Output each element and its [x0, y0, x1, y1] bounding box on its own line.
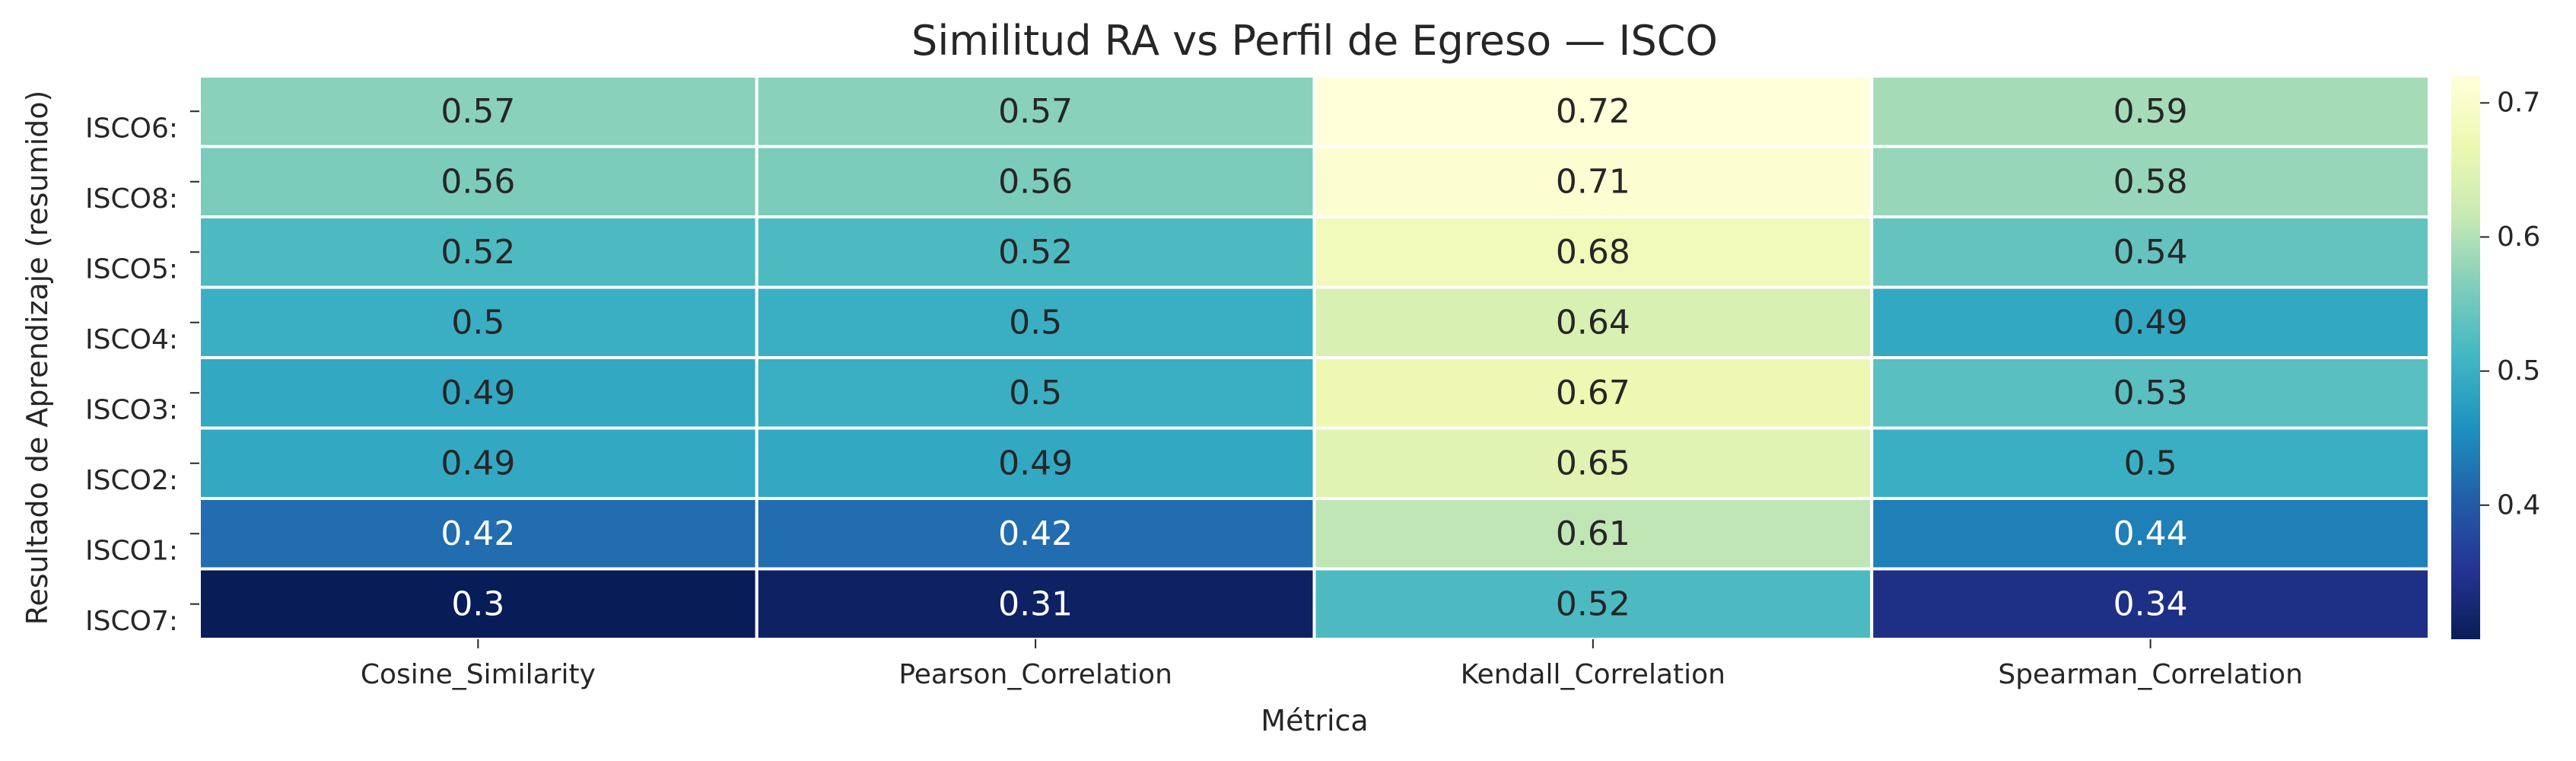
heatmap-cell: [198, 497, 758, 571]
heatmap-cell: [198, 75, 758, 148]
cell-value-label: 0.56: [440, 162, 515, 201]
heatmap-cell: [1870, 426, 2431, 500]
cell-value-label: 0.5: [1009, 303, 1062, 342]
cell-value-label: 0.53: [2113, 374, 2188, 412]
cell-value-label: 0.52: [998, 233, 1073, 272]
cell-value-label: 0.65: [1556, 444, 1630, 482]
y-axis-title: Resultado de Aprendizaje (resumido): [21, 91, 54, 626]
colorbar-gradient: [2451, 76, 2480, 639]
cell-value-label: 0.64: [1556, 303, 1630, 342]
heatmap-cell: [1870, 567, 2431, 641]
y-axis-ticks: ISCO6: ISCO8: ISCO5: ISCO4: ISCO3: ISCO2: ISCO…: [85, 110, 199, 637]
y-tick-label: ISCO5:: [85, 253, 178, 285]
cell-value-label: 0.5: [2124, 444, 2177, 482]
x-tick-label: Kendall_Correlation: [1461, 659, 1725, 690]
cell-value-label: 0.67: [1556, 374, 1630, 412]
cell-value-label: 0.44: [2113, 514, 2188, 553]
cell-value-label: 0.5: [1009, 374, 1062, 412]
cell-value-label: 0.52: [1556, 584, 1630, 623]
x-tick-label: Pearson_Correlation: [898, 659, 1172, 690]
heatmap-cell: [755, 215, 1316, 289]
colorbar-tick-label: 0.4: [2497, 489, 2540, 521]
chart-title: Similitud RA vs Perfil de Egreso — ISCO: [911, 17, 1718, 65]
heatmap-cell: [198, 356, 758, 430]
cell-value-label: 0.58: [2113, 162, 2188, 201]
colorbar-tick-label: 0.7: [2497, 88, 2540, 119]
heatmap-cell: [1870, 285, 2431, 359]
y-tick-label: ISCO8:: [85, 183, 178, 215]
heatmap-cell: [1312, 567, 1874, 641]
y-tick-label: ISCO1:: [85, 535, 178, 566]
cell-value-label: 0.56: [998, 162, 1073, 201]
heatmap-cell: [755, 75, 1316, 148]
cell-value-label: 0.31: [998, 584, 1073, 623]
x-axis-title: Métrica: [1261, 704, 1368, 737]
y-tick-label: ISCO2:: [85, 465, 178, 496]
heatmap-cell: [1870, 145, 2431, 218]
cell-value-label: 0.5: [451, 303, 504, 342]
cell-value-label: 0.54: [2113, 233, 2188, 272]
y-tick-label: ISCO3:: [85, 394, 178, 425]
x-tick-label: Spearman_Correlation: [1998, 659, 2303, 690]
cell-value-label: 0.42: [998, 514, 1073, 553]
cell-value-label: 0.68: [1556, 233, 1630, 272]
x-axis-ticks: Cosine_Similarity Pearson_Correlation Kend…: [361, 639, 2303, 690]
heatmap-cell: [1312, 285, 1874, 359]
colorbar-tick-label: 0.6: [2497, 221, 2540, 253]
y-tick-label: ISCO6:: [85, 113, 178, 144]
cell-value-label: 0.49: [440, 444, 515, 482]
cell-value-label: 0.57: [998, 92, 1073, 131]
heatmap-cell: [755, 497, 1316, 571]
cell-value-label: 0.49: [440, 374, 515, 412]
cell-value-label: 0.42: [440, 514, 515, 553]
cell-value-label: 0.71: [1556, 162, 1630, 201]
heatmap-cell: [1870, 356, 2431, 430]
y-tick-label: ISCO7:: [85, 606, 178, 637]
heatmap-cell: [1312, 75, 1874, 148]
heatmap-cell: [755, 356, 1316, 430]
heatmap-cell: [198, 567, 758, 641]
cell-value-label: 0.59: [2113, 92, 2188, 131]
heatmap-cell: [755, 426, 1316, 500]
cell-value-label: 0.52: [440, 233, 515, 272]
heatmap-cell: [1870, 497, 2431, 571]
y-tick-label: ISCO4:: [85, 324, 178, 355]
cell-value-label: 0.72: [1556, 92, 1630, 131]
cell-value-label: 0.61: [1556, 514, 1630, 553]
heatmap-cell: [198, 426, 758, 500]
colorbar: 0.4 0.5 0.6 0.7: [2451, 76, 2540, 639]
heatmap-cell: [755, 285, 1316, 359]
cell-value-label: 0.3: [451, 584, 504, 623]
heatmap-cells: 0.57 0.57 0.72 0.59 0.56 0.56 0.71 0.58 0.52 0.52…: [198, 75, 2431, 641]
cell-value-label: 0.34: [2113, 584, 2188, 623]
heatmap-cell: [755, 567, 1316, 641]
heatmap-cell: [1312, 426, 1874, 500]
cell-value-label: 0.49: [998, 444, 1073, 482]
colorbar-tick-label: 0.5: [2497, 355, 2540, 387]
x-tick-label: Cosine_Similarity: [361, 659, 596, 690]
cell-value-label: 0.49: [2113, 303, 2188, 342]
heatmap-cell: [1870, 215, 2431, 289]
heatmap-cell: [1312, 356, 1874, 430]
cell-value-label: 0.57: [440, 92, 515, 131]
